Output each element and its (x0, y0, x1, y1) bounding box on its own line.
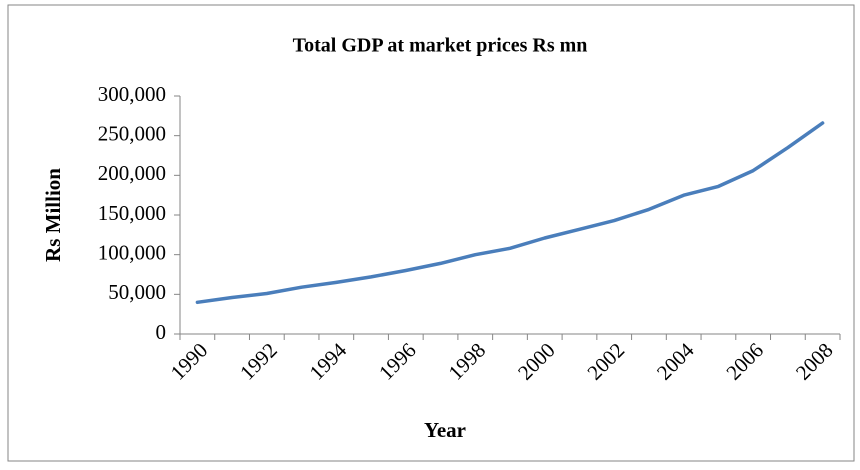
y-tick-label: 250,000 (98, 121, 166, 145)
y-tick-label: 150,000 (98, 201, 166, 225)
y-tick-label: 200,000 (98, 161, 166, 185)
x-axis-title: Year (424, 418, 466, 442)
chart-title: Total GDP at market prices Rs mn (293, 35, 588, 57)
y-tick-label: 100,000 (98, 240, 166, 264)
y-tick-label: 0 (156, 320, 167, 344)
y-axis-title: Rs Million (41, 168, 65, 262)
y-tick-label: 300,000 (98, 82, 166, 106)
y-tick-label: 50,000 (108, 280, 166, 304)
chart-border (7, 4, 855, 462)
data-line (195, 121, 825, 305)
